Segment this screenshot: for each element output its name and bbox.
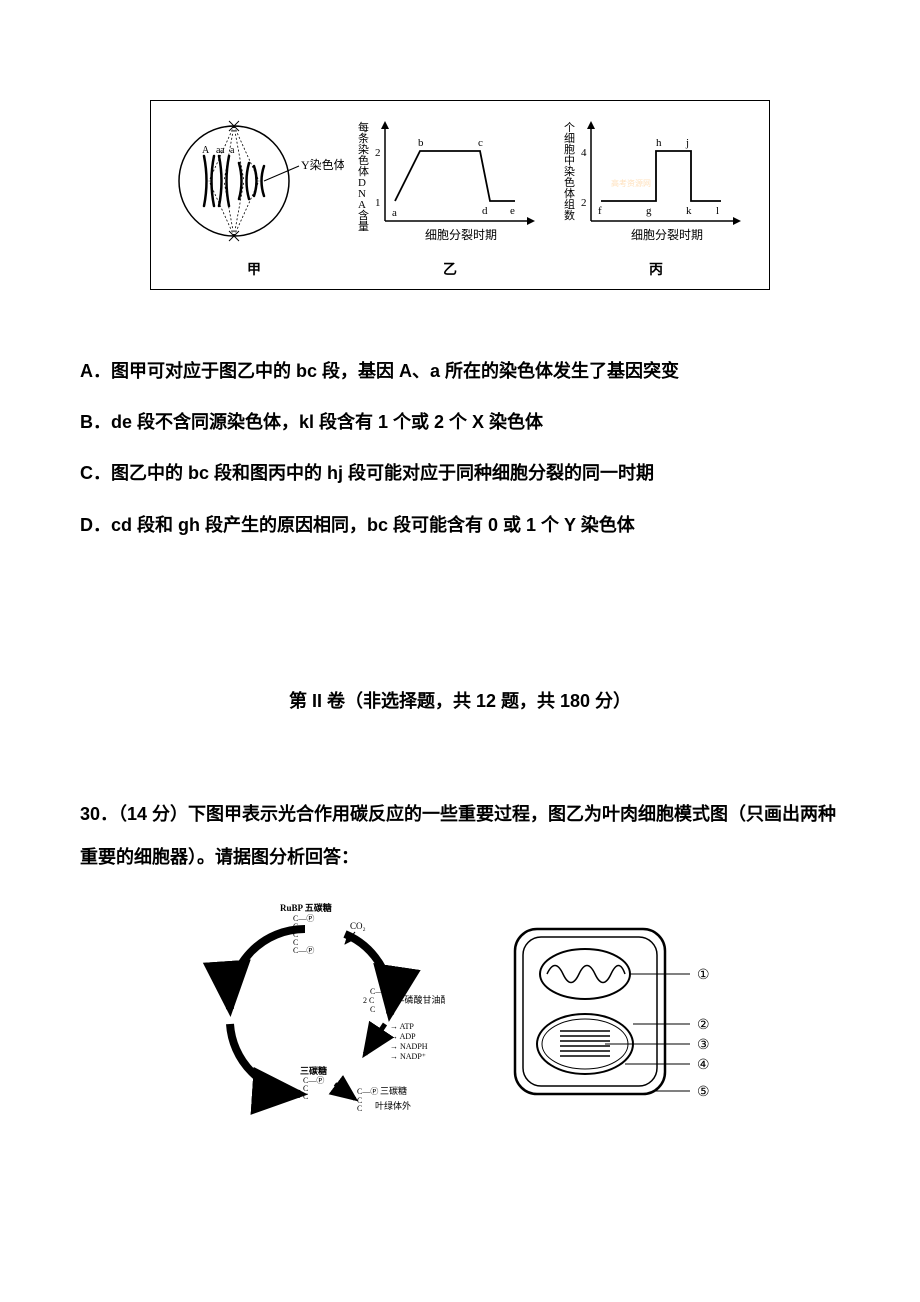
y-chromosome-label: Y染色体 <box>301 157 344 172</box>
svg-text:b: b <box>418 137 424 149</box>
watermark: 高考资源网 <box>611 178 651 188</box>
allele-a3: a <box>230 145 235 156</box>
svg-text:1: 1 <box>375 197 381 209</box>
cell-label-4: ④ <box>697 1058 710 1073</box>
svg-text:g: g <box>646 205 652 217</box>
pga-label: 3-磷酸甘油酸 <box>397 994 445 1005</box>
cell-label-3: ③ <box>697 1038 710 1053</box>
svg-text:2 C: 2 C <box>363 996 374 1005</box>
allele-A: A <box>202 145 210 156</box>
question-30-text: 30．（14 分）下图甲表示光合作用碳反应的一些重要过程，图乙为叶肉细胞模式图（… <box>80 793 840 879</box>
svg-text:C: C <box>303 1092 308 1101</box>
cell-label-5: ⑤ <box>697 1085 710 1100</box>
figure-30-container: RuBP 五碳糖 C—Ⓟ C C C C—Ⓟ CO₂ C—Ⓟ 2 C C 3-磷… <box>80 899 840 1129</box>
cell-model-svg: ① ② ③ ④ ⑤ <box>505 919 735 1109</box>
svg-text:2: 2 <box>581 197 587 209</box>
svg-text:e: e <box>510 205 515 217</box>
yi-xaxis-label: 细胞分裂时期 <box>425 228 497 242</box>
svg-text:C—Ⓟ: C—Ⓟ <box>370 987 391 996</box>
option-D: D．cd 段和 gh 段产生的原因相同，bc 段可能含有 0 或 1 个 Y 染… <box>80 504 840 547</box>
allele-a2: a <box>220 145 225 156</box>
options-block: A．图甲可对应于图乙中的 bc 段，基因 A、a 所在的染色体发生了基因突变 B… <box>80 350 840 547</box>
svg-text:d: d <box>482 205 488 217</box>
bing-xaxis-label: 细胞分裂时期 <box>631 228 703 242</box>
svg-text:→ NADPH: → NADPH <box>390 1042 428 1051</box>
option-C: C．图乙中的 bc 段和图丙中的 hj 段可能对应于同种细胞分裂的同一时期 <box>80 452 840 495</box>
svg-text:j: j <box>685 137 689 149</box>
svg-text:c: c <box>478 137 483 149</box>
cell-diagram-svg: A a a a Y染色体 <box>164 111 344 251</box>
svg-text:a: a <box>392 207 397 219</box>
figure-1-row: A a a a Y染色体 甲 每条染色体DNA含量 <box>161 111 759 279</box>
triose-out-label: 三碳糖 <box>380 1085 407 1096</box>
calvin-cycle-svg: RuBP 五碳糖 C—Ⓟ C C C C—Ⓟ CO₂ C—Ⓟ 2 C C 3-磷… <box>185 899 445 1129</box>
option-A: A．图甲可对应于图乙中的 bc 段，基因 A、a 所在的染色体发生了基因突变 <box>80 350 840 393</box>
triose-label: 三碳糖 <box>300 1065 327 1076</box>
chrom-chart-svg: 个细胞中染色体组数 2 4 高考资源网 f g h j k <box>556 111 756 251</box>
cell-label-2: ② <box>697 1018 710 1033</box>
section-2-title: 第 II 卷（非选择题，共 12 题，共 180 分） <box>80 687 840 713</box>
svg-text:h: h <box>656 137 662 149</box>
svg-text:C: C <box>357 1104 362 1113</box>
svg-text:l: l <box>716 205 719 217</box>
svg-text:C—Ⓟ: C—Ⓟ <box>357 1087 378 1096</box>
panel-yi-label: 乙 <box>350 259 550 279</box>
panel-bing: 个细胞中染色体组数 2 4 高考资源网 f g h j k <box>556 111 756 279</box>
svg-text:k: k <box>686 205 692 217</box>
svg-text:2: 2 <box>375 147 381 159</box>
option-B: B．de 段不含同源染色体，kl 段含有 1 个或 2 个 X 染色体 <box>80 401 840 444</box>
svg-text:C: C <box>370 1005 375 1014</box>
svg-text:4: 4 <box>581 147 587 159</box>
svg-text:→ ADP: → ADP <box>390 1032 416 1041</box>
svg-text:→ NADP⁺: → NADP⁺ <box>390 1052 426 1061</box>
svg-text:f: f <box>598 205 602 217</box>
out-label: 叶绿体外 <box>375 1100 411 1111</box>
rubp-label: RuBP 五碳糖 <box>280 902 332 913</box>
co2-label: CO₂ <box>350 921 366 931</box>
cell-label-1: ① <box>697 968 710 983</box>
bing-yaxis-label: 个细胞中染色体组数 <box>564 121 575 222</box>
panel-jia: A a a a Y染色体 甲 <box>164 111 344 279</box>
figure-1-container: A a a a Y染色体 甲 每条染色体DNA含量 <box>150 100 770 290</box>
svg-text:C—Ⓟ: C—Ⓟ <box>293 946 314 955</box>
panel-yi: 每条染色体DNA含量 1 2 a b c d e 细胞分 <box>350 111 550 279</box>
yi-yaxis-label: 每条染色体DNA含量 <box>358 120 369 233</box>
panel-bing-label: 丙 <box>556 259 756 279</box>
dna-chart-svg: 每条染色体DNA含量 1 2 a b c d e 细胞分 <box>350 111 550 251</box>
svg-text:→ ATP: → ATP <box>390 1022 414 1031</box>
panel-jia-label: 甲 <box>164 259 344 279</box>
